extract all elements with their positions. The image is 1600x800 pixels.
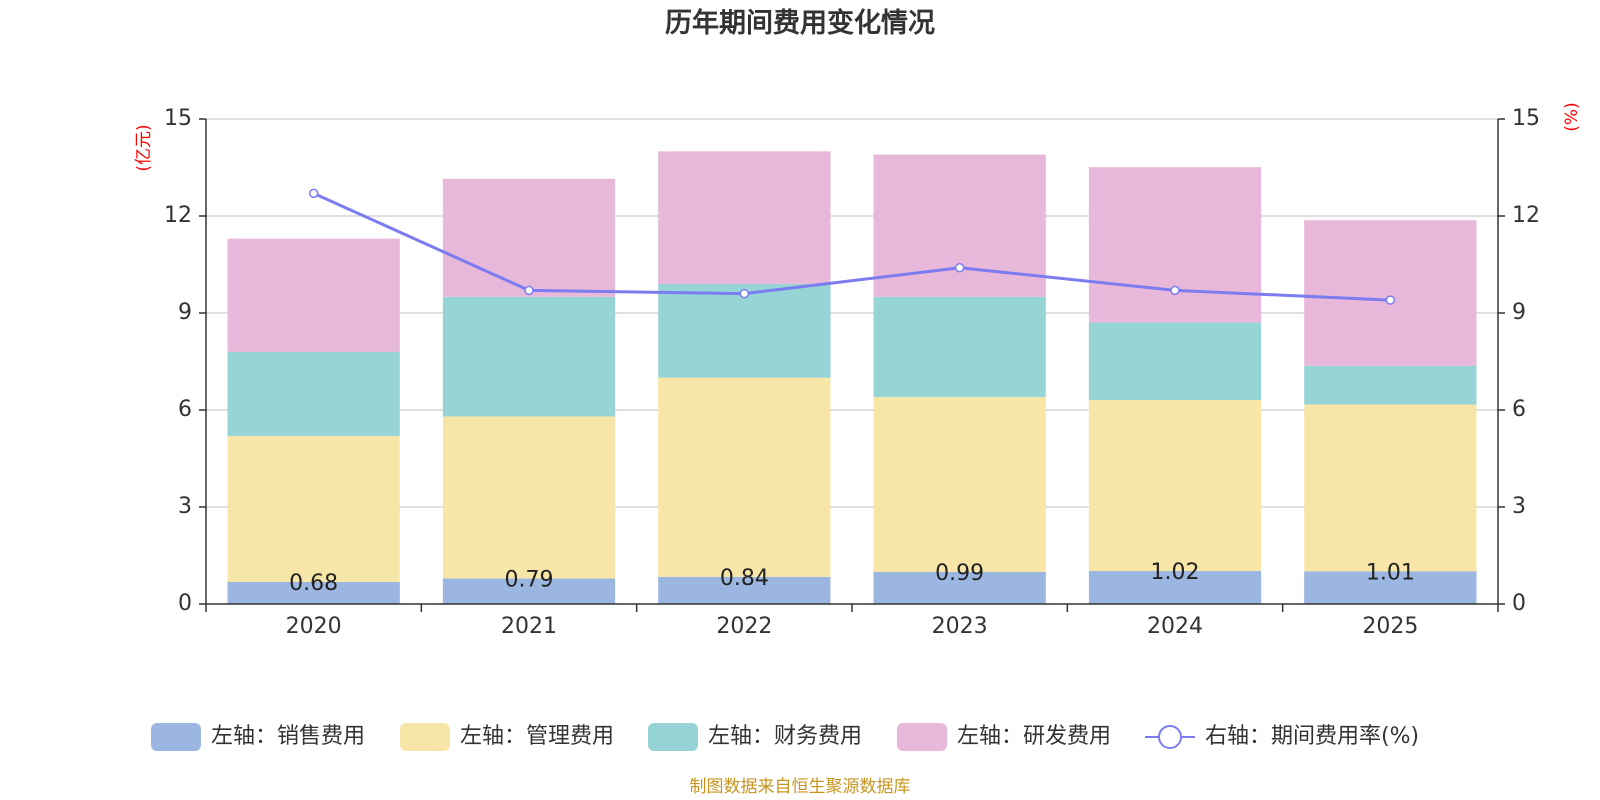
bar-segment-2 [873,397,1046,572]
left-axis-tick-label: 0 [178,591,192,616]
left-axis-tick-label: 3 [178,494,192,519]
bar-segment-3 [227,351,400,436]
rate-point [1170,285,1180,296]
bar-segment-2 [1304,404,1477,572]
bar-data-label: 0.84 [720,566,769,591]
rate-point [739,288,750,299]
right-axis-tick-label: 0 [1512,591,1526,616]
legend: 左轴：销售费用 左轴：管理费用 左轴：财务费用 左轴：研发费用 右轴：期间费用率(%) [151,723,1419,751]
right-axis-tick-label: 6 [1512,397,1526,422]
bar-segment-4 [227,238,400,352]
legend-label-1: 左轴：销售费用 [211,724,365,749]
left-axis-unit: (亿元) [134,124,154,171]
rate-line [313,191,1391,302]
right-axis-tick-label: 9 [1512,300,1526,325]
bar-segment-4 [1304,220,1477,366]
right-axis-tick-label: 12 [1512,203,1540,228]
legend-label-3: 左轴：财务费用 [708,724,862,749]
rate-line-series [308,188,1396,305]
bar-segment-3 [873,296,1046,398]
legend-label-2: 左轴：管理费用 [460,724,614,749]
x-axis-tick-label: 2022 [716,614,772,639]
bar-segment-1 [1304,571,1477,604]
bar-segment-1 [442,578,616,604]
legend-circle-marker [1158,725,1182,749]
bar-segment-3 [442,296,616,417]
bar-data-label: 1.01 [1366,560,1415,585]
axes: 0 3 6 9 12 15 0 3 6 9 12 15 2020 2021 2022 2023 2024 2025 [164,106,1540,639]
rate-point [1385,295,1396,305]
right-axis-tick-label: 15 [1512,106,1540,131]
legend-swatch-3 [648,723,698,751]
bar-data-label: 0.79 [505,567,554,592]
bar-segment-3 [1088,322,1262,400]
bar-segment-1 [873,571,1046,604]
left-axis-tick-label: 9 [178,300,192,325]
legend-swatch-4 [897,723,947,751]
source-note: 制图数据来自恒生聚源数据库 [690,777,911,797]
legend-swatch-1 [151,723,201,751]
bar-segment-2 [1088,399,1262,572]
left-axis-tick-label: 12 [164,203,192,228]
bar-segment-2 [658,377,831,577]
bar-segment-2 [442,416,616,579]
right-axis-unit: (%) [1562,102,1582,131]
rate-point [954,262,965,273]
x-axis-tick-label: 2025 [1362,614,1418,639]
left-axis-tick-label: 6 [178,397,192,422]
x-axis-tick-label: 2021 [501,614,557,639]
data-labels: 0.68 0.79 0.84 0.99 1.02 1.01 [289,560,1415,596]
grid-lines [206,118,1498,508]
legend-swatch-2 [400,723,450,751]
bar-data-label: 1.02 [1151,560,1200,585]
x-axis-tick-label: 2024 [1147,614,1203,639]
legend-label-4: 左轴：研发费用 [957,724,1111,749]
bar-segment-1 [658,576,831,604]
bar-data-label: 0.99 [935,561,984,586]
bar-segment-4 [1088,167,1262,323]
bar-segment-2 [227,435,400,583]
legend-label-5: 右轴：期间费用率(%) [1205,724,1419,749]
bar-data-label: 0.68 [289,571,338,596]
bar-segment-4 [442,178,616,297]
x-axis-tick-label: 2023 [932,614,988,639]
bar-segment-3 [658,283,831,378]
bar-segment-1 [1088,571,1262,604]
rate-point [524,285,534,296]
right-axis-tick-label: 3 [1512,494,1526,519]
rate-point [308,188,319,199]
bar-segment-4 [658,151,831,284]
left-axis-tick-label: 15 [164,106,192,131]
bar-segment-3 [1304,365,1477,405]
bar-segment-1 [227,582,400,604]
chart-title: 历年期间费用变化情况 [665,7,935,39]
bar-series [227,151,1477,604]
x-axis-tick-label: 2020 [286,614,342,639]
